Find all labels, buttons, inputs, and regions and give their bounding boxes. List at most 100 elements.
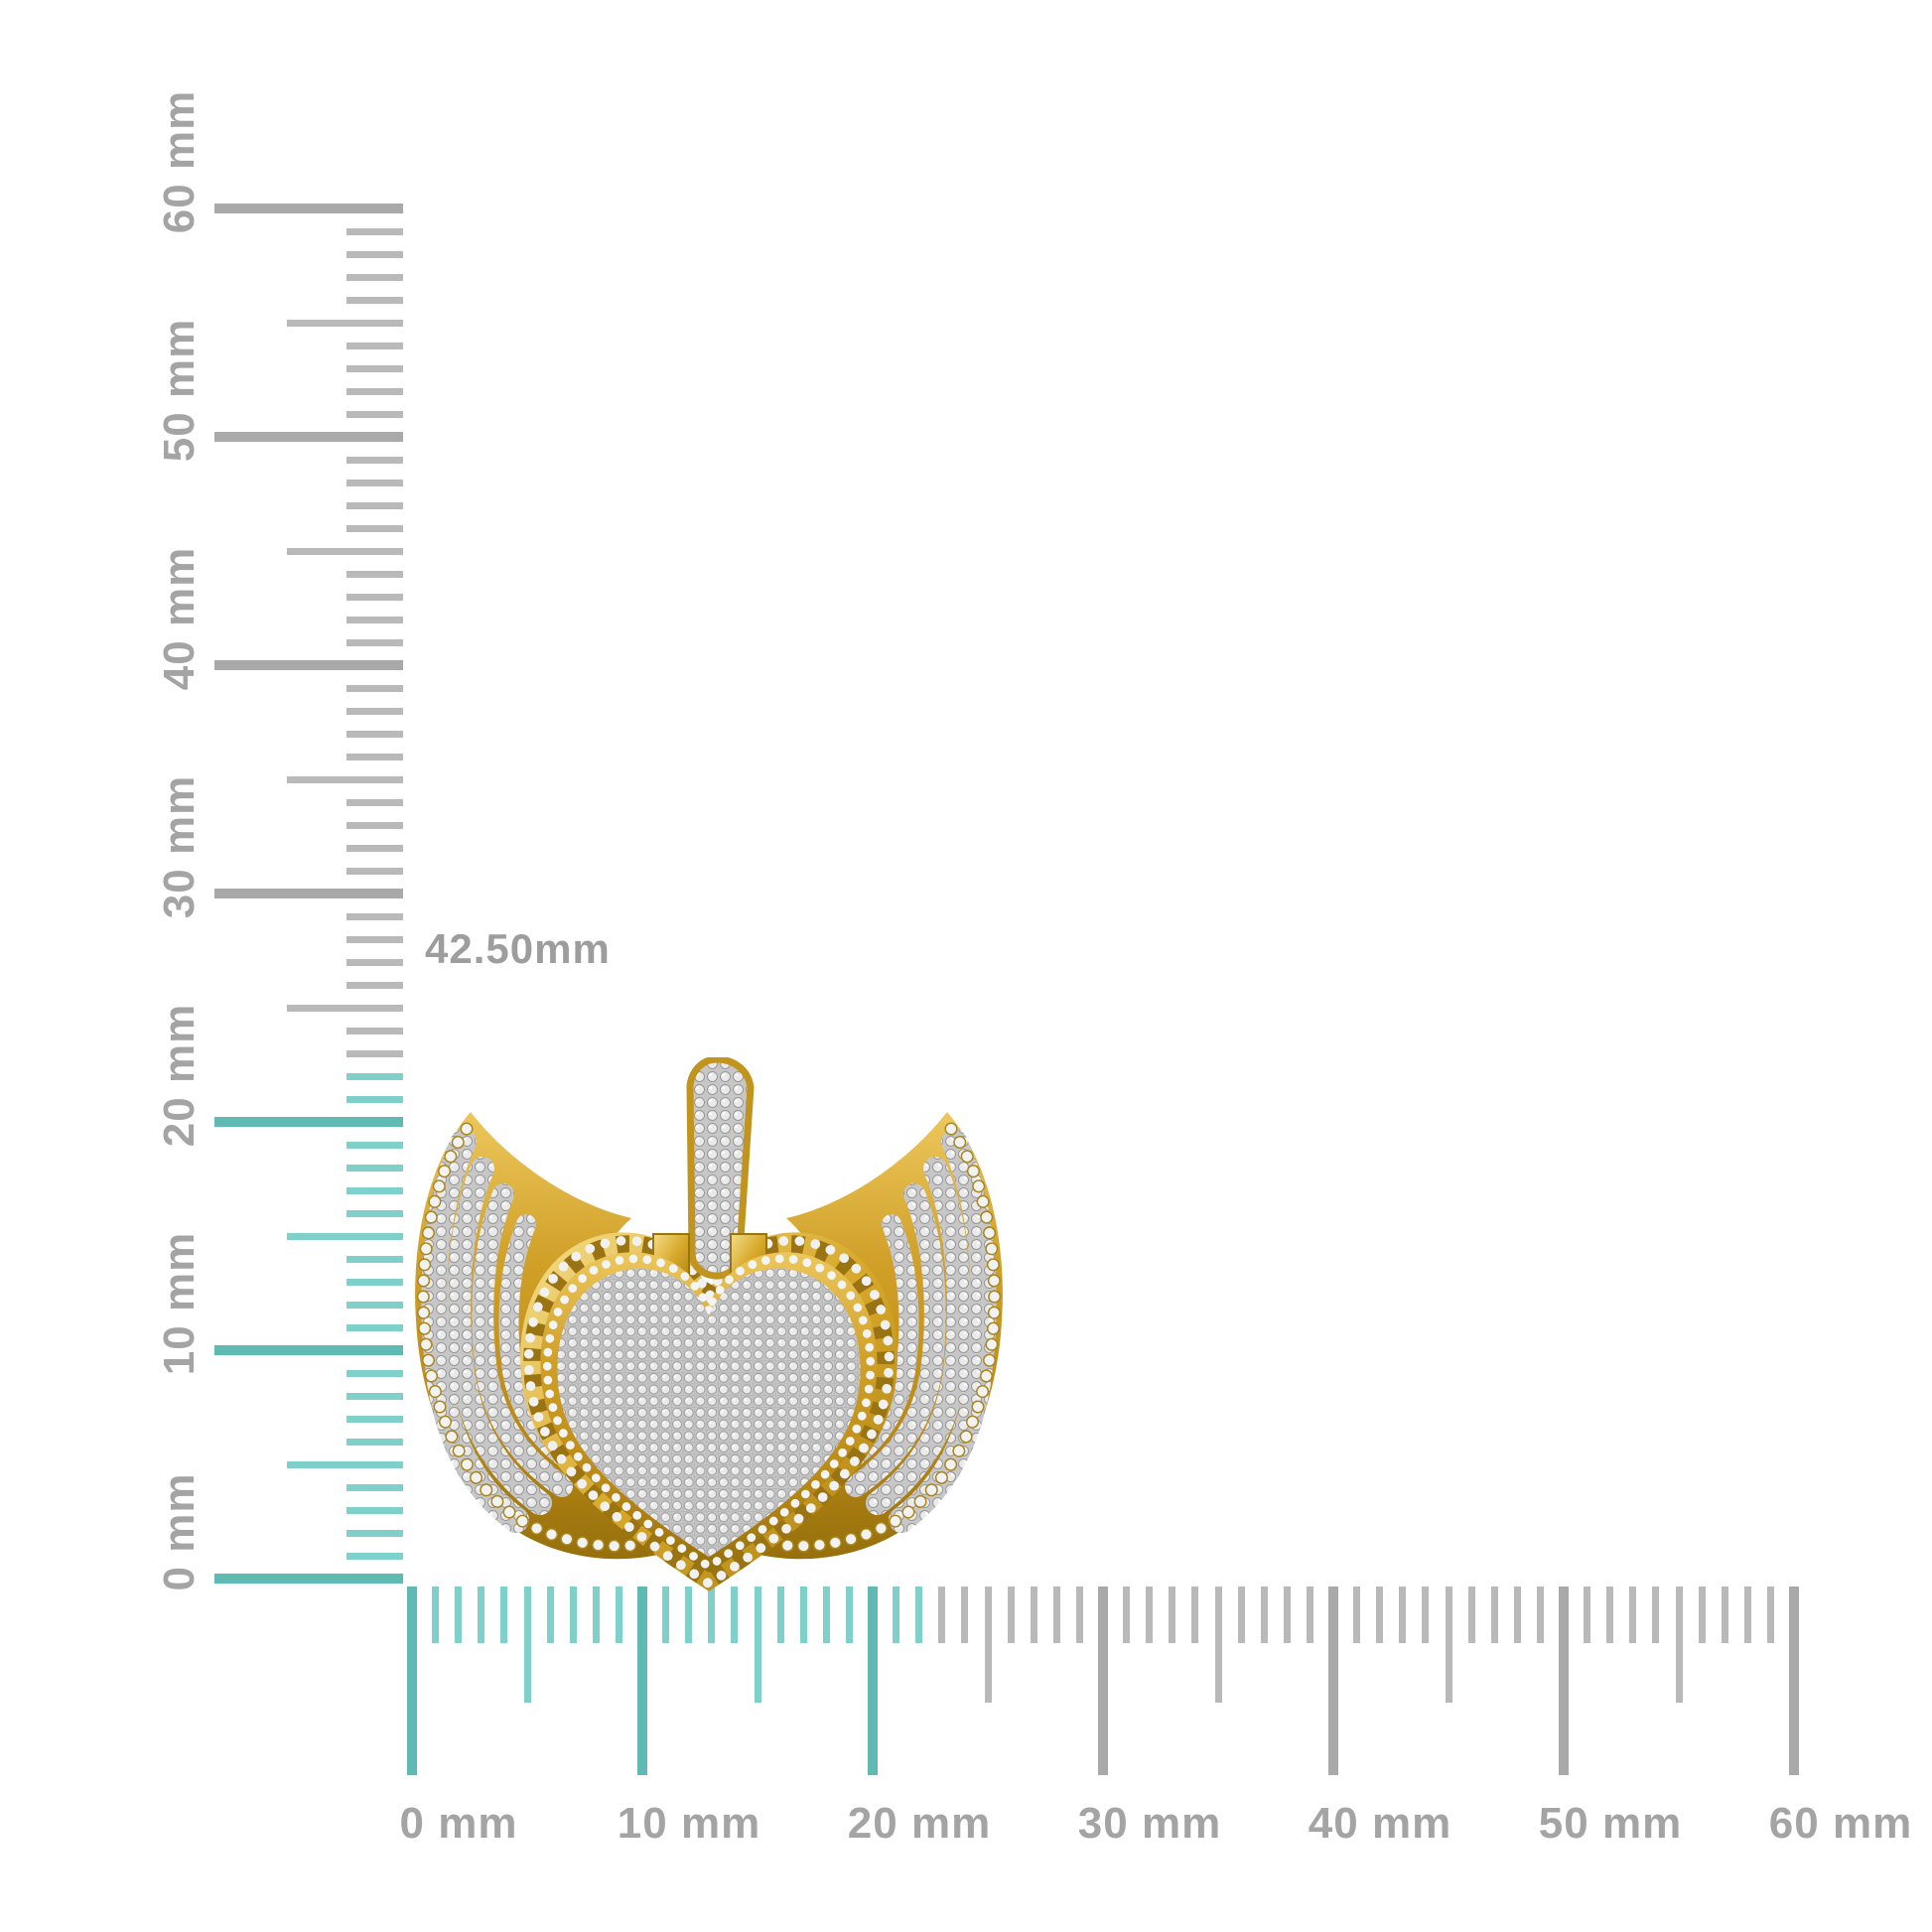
h-ruler-tick-19mm (846, 1587, 854, 1643)
h-ruler-label-60mm: 60 mm (1768, 1799, 1913, 1848)
h-ruler-label-20mm: 20 mm (847, 1799, 992, 1848)
h-ruler-tick-42mm (1375, 1587, 1383, 1643)
h-ruler-tick-3mm (478, 1587, 485, 1643)
v-ruler-tick-24mm (346, 1027, 403, 1035)
v-ruler-tick-32mm (346, 844, 403, 852)
v-ruler-tick-0mm (214, 1574, 403, 1584)
v-ruler-tick-60mm (214, 204, 403, 213)
h-ruler-tick-38mm (1284, 1587, 1292, 1643)
v-ruler-tick-5mm (287, 1460, 403, 1468)
h-ruler-tick-25mm (984, 1587, 992, 1703)
v-ruler-tick-26mm (346, 981, 403, 989)
v-ruler-tick-4mm (346, 1483, 403, 1491)
h-ruler-tick-24mm (961, 1587, 969, 1643)
h-ruler-label-40mm: 40 mm (1308, 1799, 1452, 1848)
v-ruler-tick-59mm (346, 227, 403, 235)
v-ruler-tick-9mm (346, 1369, 403, 1377)
h-ruler-tick-50mm (1559, 1587, 1569, 1775)
h-ruler-tick-35mm (1214, 1587, 1222, 1703)
h-ruler-tick-10mm (637, 1587, 647, 1775)
h-ruler-tick-36mm (1237, 1587, 1245, 1643)
v-ruler-tick-7mm (346, 1415, 403, 1423)
v-ruler-tick-6mm (346, 1438, 403, 1446)
v-ruler-tick-3mm (346, 1506, 403, 1514)
h-ruler-tick-58mm (1744, 1587, 1752, 1643)
h-ruler-tick-22mm (914, 1587, 922, 1643)
v-ruler-tick-40mm (214, 660, 403, 670)
h-ruler-tick-16mm (776, 1587, 784, 1643)
v-ruler-tick-55mm (287, 319, 403, 327)
h-ruler-tick-59mm (1767, 1587, 1775, 1643)
h-ruler-tick-5mm (523, 1587, 531, 1703)
v-ruler-label-30mm: 30 mm (155, 774, 204, 919)
v-ruler-tick-35mm (287, 775, 403, 783)
v-ruler-tick-58mm (346, 250, 403, 258)
v-ruler-label-0mm: 0 mm (155, 1472, 204, 1591)
v-ruler-tick-33mm (346, 821, 403, 829)
v-ruler-tick-25mm (287, 1004, 403, 1012)
v-ruler-label-50mm: 50 mm (155, 318, 204, 463)
v-ruler-tick-51mm (346, 410, 403, 418)
h-ruler-label-10mm: 10 mm (617, 1799, 761, 1848)
h-ruler-tick-30mm (1098, 1587, 1108, 1775)
v-ruler-label-20mm: 20 mm (155, 1003, 204, 1148)
v-ruler-tick-19mm (346, 1141, 403, 1149)
v-ruler-tick-23mm (346, 1049, 403, 1057)
h-ruler-tick-52mm (1605, 1587, 1613, 1643)
v-ruler-label-40mm: 40 mm (155, 546, 204, 691)
h-ruler-tick-32mm (1145, 1587, 1153, 1643)
h-ruler-tick-12mm (684, 1587, 692, 1643)
v-ruler-tick-20mm (214, 1117, 403, 1127)
h-ruler-tick-47mm (1490, 1587, 1498, 1643)
h-ruler-tick-37mm (1260, 1587, 1268, 1643)
h-ruler-tick-18mm (823, 1587, 831, 1643)
h-ruler-tick-41mm (1352, 1587, 1360, 1643)
h-ruler-tick-44mm (1422, 1587, 1430, 1643)
v-ruler-label-10mm: 10 mm (155, 1231, 204, 1376)
v-ruler-tick-30mm (214, 889, 403, 898)
h-ruler-tick-9mm (616, 1587, 623, 1643)
h-ruler-tick-54mm (1652, 1587, 1660, 1643)
v-ruler-tick-2mm (346, 1529, 403, 1537)
h-ruler-tick-23mm (938, 1587, 946, 1643)
v-ruler-tick-34mm (346, 798, 403, 806)
h-ruler-tick-60mm (1789, 1587, 1799, 1775)
pendant-bail (652, 1057, 767, 1289)
h-ruler-tick-56mm (1698, 1587, 1706, 1643)
h-ruler-tick-14mm (731, 1587, 739, 1643)
v-ruler-tick-1mm (346, 1552, 403, 1560)
h-ruler-label-0mm: 0 mm (399, 1799, 518, 1848)
v-ruler-tick-15mm (287, 1232, 403, 1240)
v-ruler-tick-14mm (346, 1255, 403, 1263)
h-ruler-tick-40mm (1328, 1587, 1338, 1775)
dimension-label: 42.50mm (425, 925, 611, 972)
h-ruler-tick-53mm (1629, 1587, 1637, 1643)
h-ruler-tick-45mm (1445, 1587, 1452, 1703)
v-ruler-tick-57mm (346, 273, 403, 281)
h-ruler-tick-46mm (1467, 1587, 1475, 1643)
v-ruler-tick-41mm (346, 638, 403, 646)
v-ruler-tick-16mm (346, 1209, 403, 1217)
h-ruler-label-50mm: 50 mm (1538, 1799, 1683, 1848)
v-ruler-tick-10mm (214, 1345, 403, 1355)
h-ruler-tick-49mm (1537, 1587, 1545, 1643)
h-ruler-tick-2mm (454, 1587, 462, 1643)
h-ruler-tick-8mm (593, 1587, 601, 1643)
h-ruler-tick-43mm (1399, 1587, 1407, 1643)
v-ruler-tick-54mm (346, 342, 403, 349)
v-ruler-tick-13mm (346, 1278, 403, 1286)
h-ruler-tick-33mm (1169, 1587, 1176, 1643)
v-ruler-tick-44mm (346, 570, 403, 578)
h-ruler-tick-1mm (431, 1587, 439, 1643)
v-ruler-tick-27mm (346, 958, 403, 966)
pendant-heart (540, 1252, 878, 1573)
v-ruler-tick-38mm (346, 707, 403, 715)
h-ruler-tick-48mm (1514, 1587, 1522, 1643)
h-ruler-tick-0mm (407, 1587, 417, 1775)
h-ruler-tick-11mm (661, 1587, 669, 1643)
v-ruler-tick-47mm (346, 501, 403, 509)
v-ruler-tick-22mm (346, 1072, 403, 1080)
v-ruler-tick-37mm (346, 730, 403, 738)
h-ruler-tick-29mm (1076, 1587, 1084, 1643)
